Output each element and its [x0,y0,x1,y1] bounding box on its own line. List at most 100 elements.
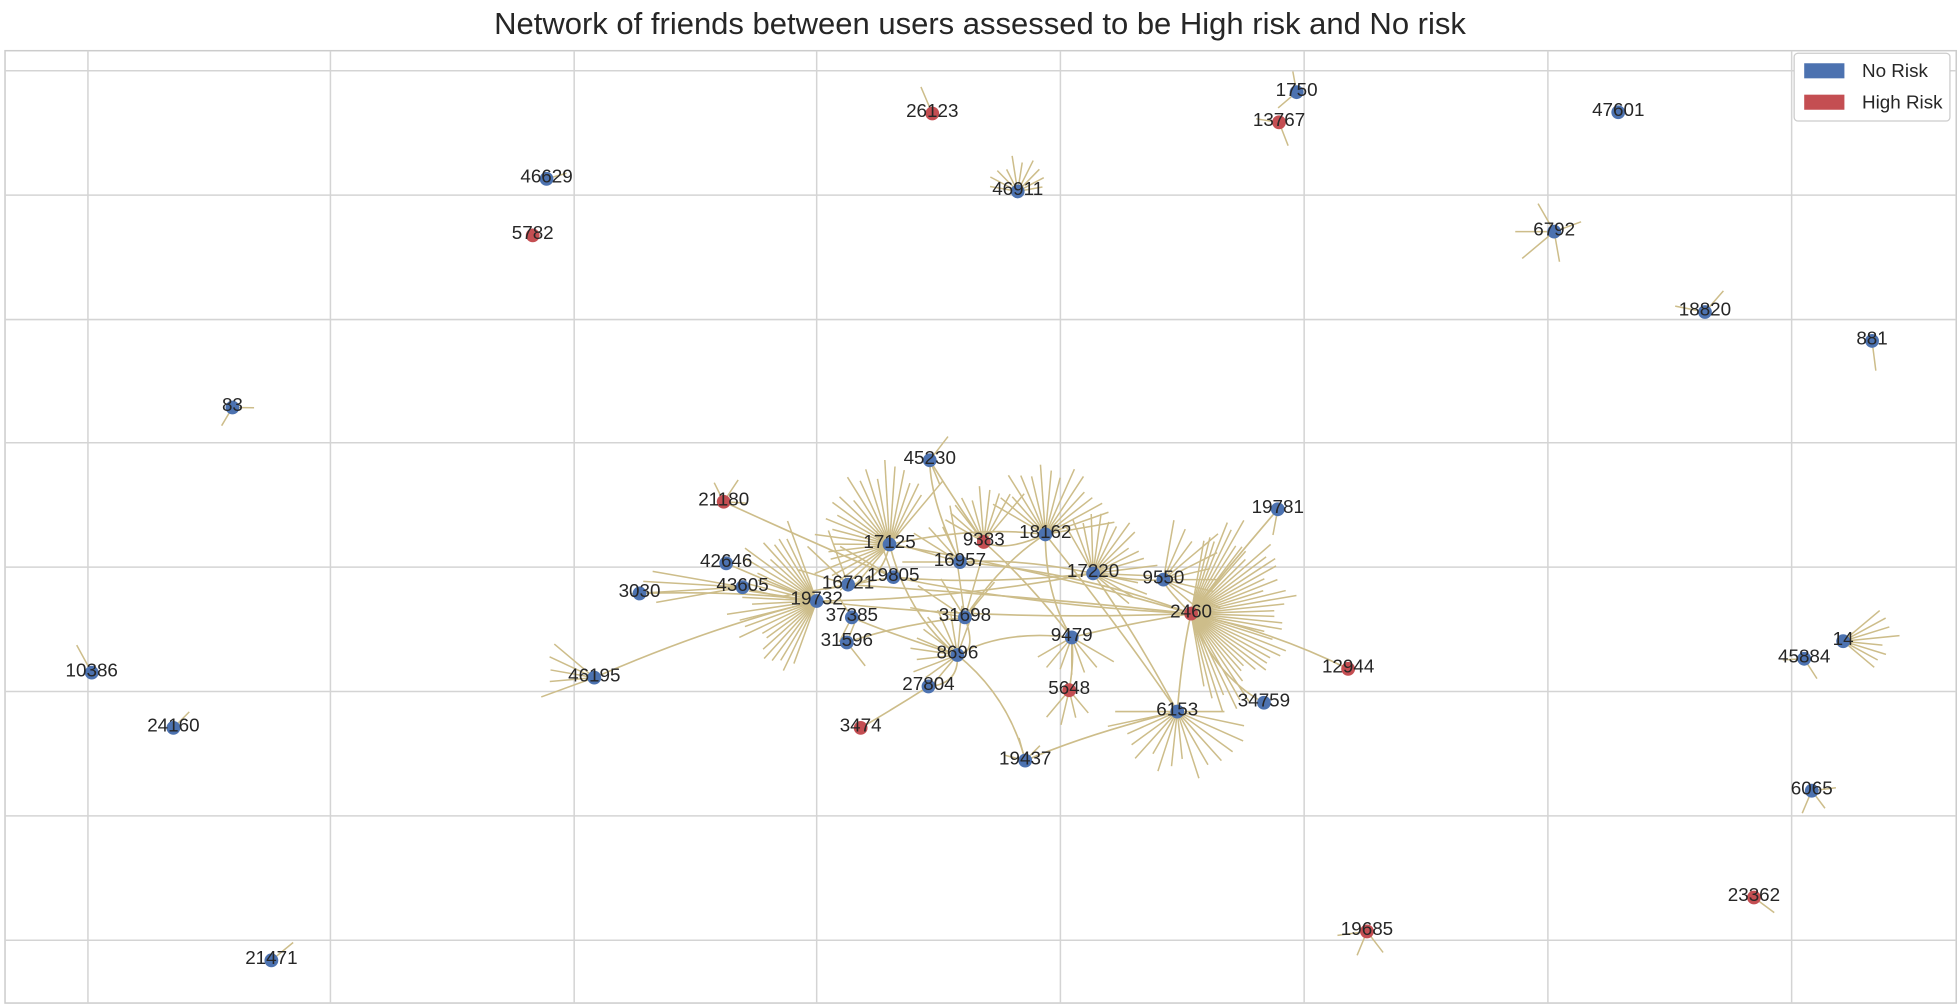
leaf-friend-edge [1045,511,1109,536]
node-19732[interactable] [809,594,824,608]
leaf-friend-edge [916,637,958,656]
leaf-friend-edge [1842,626,1890,642]
node-46911[interactable] [1010,184,1025,199]
node-19685[interactable] [1360,924,1374,939]
node-6153[interactable] [1170,704,1185,719]
node-881[interactable] [1865,334,1879,348]
node-47601[interactable] [1611,105,1626,120]
node-12944[interactable] [1341,661,1356,676]
leaf-friend-edge [853,499,891,545]
leaf-friend-edge [742,596,817,602]
node-21180[interactable] [716,494,731,509]
leaf-friend-edge [1191,612,1275,618]
node-16721[interactable] [841,577,855,592]
node-label: 23362 [1728,884,1780,905]
node-9383[interactable] [976,535,991,549]
node-24160[interactable] [166,720,181,735]
leaf-friend-edge [846,476,891,545]
node-8696[interactable] [950,648,965,662]
node-3030[interactable] [632,586,647,601]
node-46629[interactable] [539,171,554,186]
leaf-friend-edge [793,600,818,664]
leaf-friend-edge [1092,521,1110,574]
node-26123[interactable] [925,106,940,121]
leaf-friend-edge [1190,613,1205,687]
node-3474[interactable] [853,720,868,735]
node-14[interactable] [1836,634,1851,649]
leaf-friend-edge [1162,528,1186,580]
leaf-friend-edge [945,519,985,543]
node-83[interactable] [225,400,240,415]
node-19805[interactable] [886,570,901,585]
leaf-friend-edge [752,600,817,605]
node-42646[interactable] [719,556,734,571]
node-2460[interactable] [1184,606,1198,621]
leaf-friend-edge [1170,711,1179,767]
leaf-friend-edge [1092,526,1118,574]
leaf-friend-edge [828,543,890,553]
leaf-friend-edge [771,600,818,662]
leaf-friend-edge [830,543,890,560]
friend-edge [1176,613,1192,712]
node-18162[interactable] [1038,527,1053,542]
node-label: 46629 [520,166,572,187]
leaf-friend-edge [1093,572,1151,577]
leaf-friend-edge [1190,613,1250,702]
node-9550[interactable] [1156,572,1171,587]
node-45230[interactable] [922,453,937,468]
leaf-friend-edge [1044,476,1085,535]
leaf-friend-edge [859,480,891,545]
leaf-friend-edge [739,600,817,639]
node-label: 13767 [1253,109,1305,130]
node-label: 21180 [698,488,749,509]
node-13767[interactable] [1272,115,1286,130]
friend-edge [816,572,1094,602]
leaf-friend-edge [888,469,906,545]
node-45884[interactable] [1797,651,1812,666]
leaf-friend-edge [1107,710,1178,728]
leaf-friend-edge [1190,612,1273,641]
node-16957[interactable] [952,555,967,569]
node-23362[interactable] [1747,890,1761,905]
leaf-friend-edge [888,482,911,545]
node-21471[interactable] [264,953,279,968]
node-27804[interactable] [921,679,936,694]
node-17220[interactable] [1086,566,1100,581]
plot-frame [4,49,1957,1004]
node-6065[interactable] [1804,783,1819,798]
leaf-friend-edge [831,543,890,577]
leaf-friend-edge [983,489,991,543]
node-10386[interactable] [84,665,99,680]
nodes: 1750 13767 26123 47601 46629 46911 5782 6792 188… [66,79,1888,968]
node-19437[interactable] [1018,753,1033,768]
node-9479[interactable] [1064,630,1079,645]
leaf-friend-edge [744,582,817,602]
node-17125[interactable] [882,537,897,552]
node-label: 9383 [963,529,1005,550]
leaf-friend-edge [1162,520,1175,580]
node-1750[interactable] [1289,85,1304,100]
node-43605[interactable] [735,580,750,595]
node-5648[interactable] [1062,683,1077,698]
leaf-friend-edge [782,600,818,671]
node-19781[interactable] [1270,502,1285,517]
leaf-friend-edge [1020,475,1047,535]
node-18820[interactable] [1698,305,1712,319]
node-label: 18162 [1019,521,1071,542]
node-label: 16721 [822,571,874,592]
leaf-friend-edge [757,572,817,602]
node-label: 6792 [1533,218,1575,239]
friend-edge [851,616,958,656]
node-6792[interactable] [1547,224,1562,239]
node-5782[interactable] [525,228,540,243]
leaf-friend-edge [786,538,818,602]
leaf-friend-edge [971,500,985,543]
friend-edge [959,560,1094,575]
leaf-friend-edge [911,547,961,563]
node-34759[interactable] [1257,695,1271,710]
node-label: 2460 [1170,600,1212,621]
node-31698[interactable] [958,610,972,625]
node-37385[interactable] [844,610,859,625]
node-31596[interactable] [839,635,854,650]
node-46195[interactable] [587,670,602,685]
